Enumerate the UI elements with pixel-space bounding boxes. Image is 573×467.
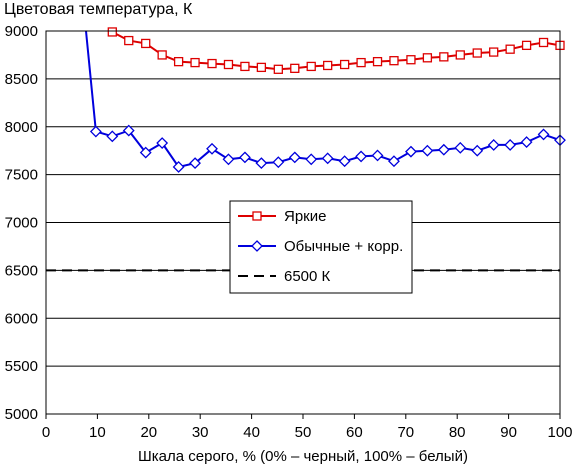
data-point-1 <box>355 150 368 163</box>
data-point-1 <box>371 149 384 162</box>
data-point-1 <box>454 141 467 154</box>
data-point-1 <box>156 137 169 149</box>
x-tick-label: 70 <box>397 424 414 441</box>
data-point-1 <box>89 125 102 138</box>
y-tick-label: 5000 <box>5 406 38 423</box>
y-tick-label: 7500 <box>5 167 38 184</box>
y-tick-label: 6000 <box>5 310 38 327</box>
data-point-0 <box>223 59 234 70</box>
y-tick-label: 5500 <box>5 358 38 375</box>
legend-label-2: 6500 К <box>284 268 331 285</box>
y-tick-label: 8500 <box>5 71 38 88</box>
x-axis-label: Шкала серого, % (0% – черный, 100% – бел… <box>138 448 468 465</box>
y-tick-labels: 5000 5500 6000 6500 7000 7500 8000 8500 9000 <box>5 23 38 423</box>
data-point-0 <box>207 58 217 69</box>
data-point-1 <box>106 130 119 143</box>
data-point-0 <box>290 63 300 73</box>
data-point-1 <box>471 144 484 157</box>
data-point-0 <box>157 50 167 60</box>
data-point-1 <box>338 155 351 168</box>
data-point-1 <box>487 139 500 151</box>
data-point-0 <box>273 64 283 74</box>
data-point-0 <box>439 52 449 62</box>
data-point-0 <box>141 38 151 49</box>
data-point-0 <box>472 48 482 58</box>
data-point-0 <box>240 61 250 72</box>
series-line-0 <box>111 31 560 71</box>
data-point-0 <box>124 35 134 46</box>
data-point-1 <box>272 156 285 169</box>
legend-label-0: Яркие <box>284 208 326 225</box>
legend: Яркие Обычные + корр. 6500 К <box>229 200 413 294</box>
data-point-1 <box>189 157 201 170</box>
series-line-1 <box>84 31 560 169</box>
data-point-0 <box>389 56 399 66</box>
data-point-0 <box>256 62 267 73</box>
x-tick-label: 50 <box>295 424 312 441</box>
data-point-1 <box>222 153 235 166</box>
data-point-0 <box>372 56 383 67</box>
x-tick-labels: 0 10 20 30 40 50 60 70 80 90 100 <box>42 414 573 441</box>
data-point-1 <box>255 157 268 170</box>
data-point-0 <box>173 56 184 67</box>
y-tick-label: 8000 <box>5 119 38 136</box>
data-point-1 <box>520 136 533 148</box>
data-point-1 <box>238 151 251 164</box>
data-point-1 <box>504 139 517 151</box>
data-point-0 <box>339 59 350 70</box>
data-point-0 <box>107 27 117 37</box>
data-point-1 <box>305 153 318 166</box>
data-point-0 <box>521 40 532 51</box>
plot-frame <box>45 30 561 415</box>
y-tick-label: 6500 <box>5 262 38 279</box>
data-point-0 <box>422 53 433 63</box>
x-tick-label: 90 <box>500 424 517 441</box>
data-point-0 <box>323 60 333 71</box>
data-point-0 <box>306 61 316 72</box>
data-point-1 <box>139 146 152 159</box>
data-point-0 <box>356 57 366 68</box>
legend-label-1: Обычные + корр. <box>284 238 403 255</box>
data-point-1 <box>206 142 218 155</box>
legend-marker-1 <box>251 240 263 252</box>
data-point-1 <box>405 145 417 158</box>
data-point-0 <box>190 57 200 68</box>
marker-layer <box>89 27 566 173</box>
legend-marker-0 <box>252 211 262 221</box>
data-point-1 <box>421 144 434 157</box>
x-tick-label: 10 <box>89 424 106 441</box>
data-point-1 <box>537 128 550 141</box>
data-point-1 <box>437 143 450 156</box>
chart-title: Цветовая температура, К <box>4 1 193 18</box>
data-point-1 <box>388 155 400 168</box>
x-tick-label: 80 <box>449 424 466 441</box>
y-tick-label: 9000 <box>5 23 38 40</box>
y-tick-label: 7000 <box>5 215 38 232</box>
x-tick-label: 100 <box>547 424 572 441</box>
x-tick-label: 30 <box>192 424 209 441</box>
data-point-0 <box>505 44 515 54</box>
data-point-1 <box>172 161 185 173</box>
data-point-1 <box>288 151 301 164</box>
data-point-1 <box>122 124 135 137</box>
data-point-0 <box>538 37 549 48</box>
data-point-1 <box>321 152 334 165</box>
x-tick-label: 40 <box>243 424 260 441</box>
data-point-0 <box>406 55 416 65</box>
x-tick-label: 60 <box>346 424 363 441</box>
data-point-0 <box>455 50 465 60</box>
x-tick-label: 20 <box>140 424 157 441</box>
x-tick-label: 0 <box>42 424 50 441</box>
data-point-0 <box>489 47 499 57</box>
